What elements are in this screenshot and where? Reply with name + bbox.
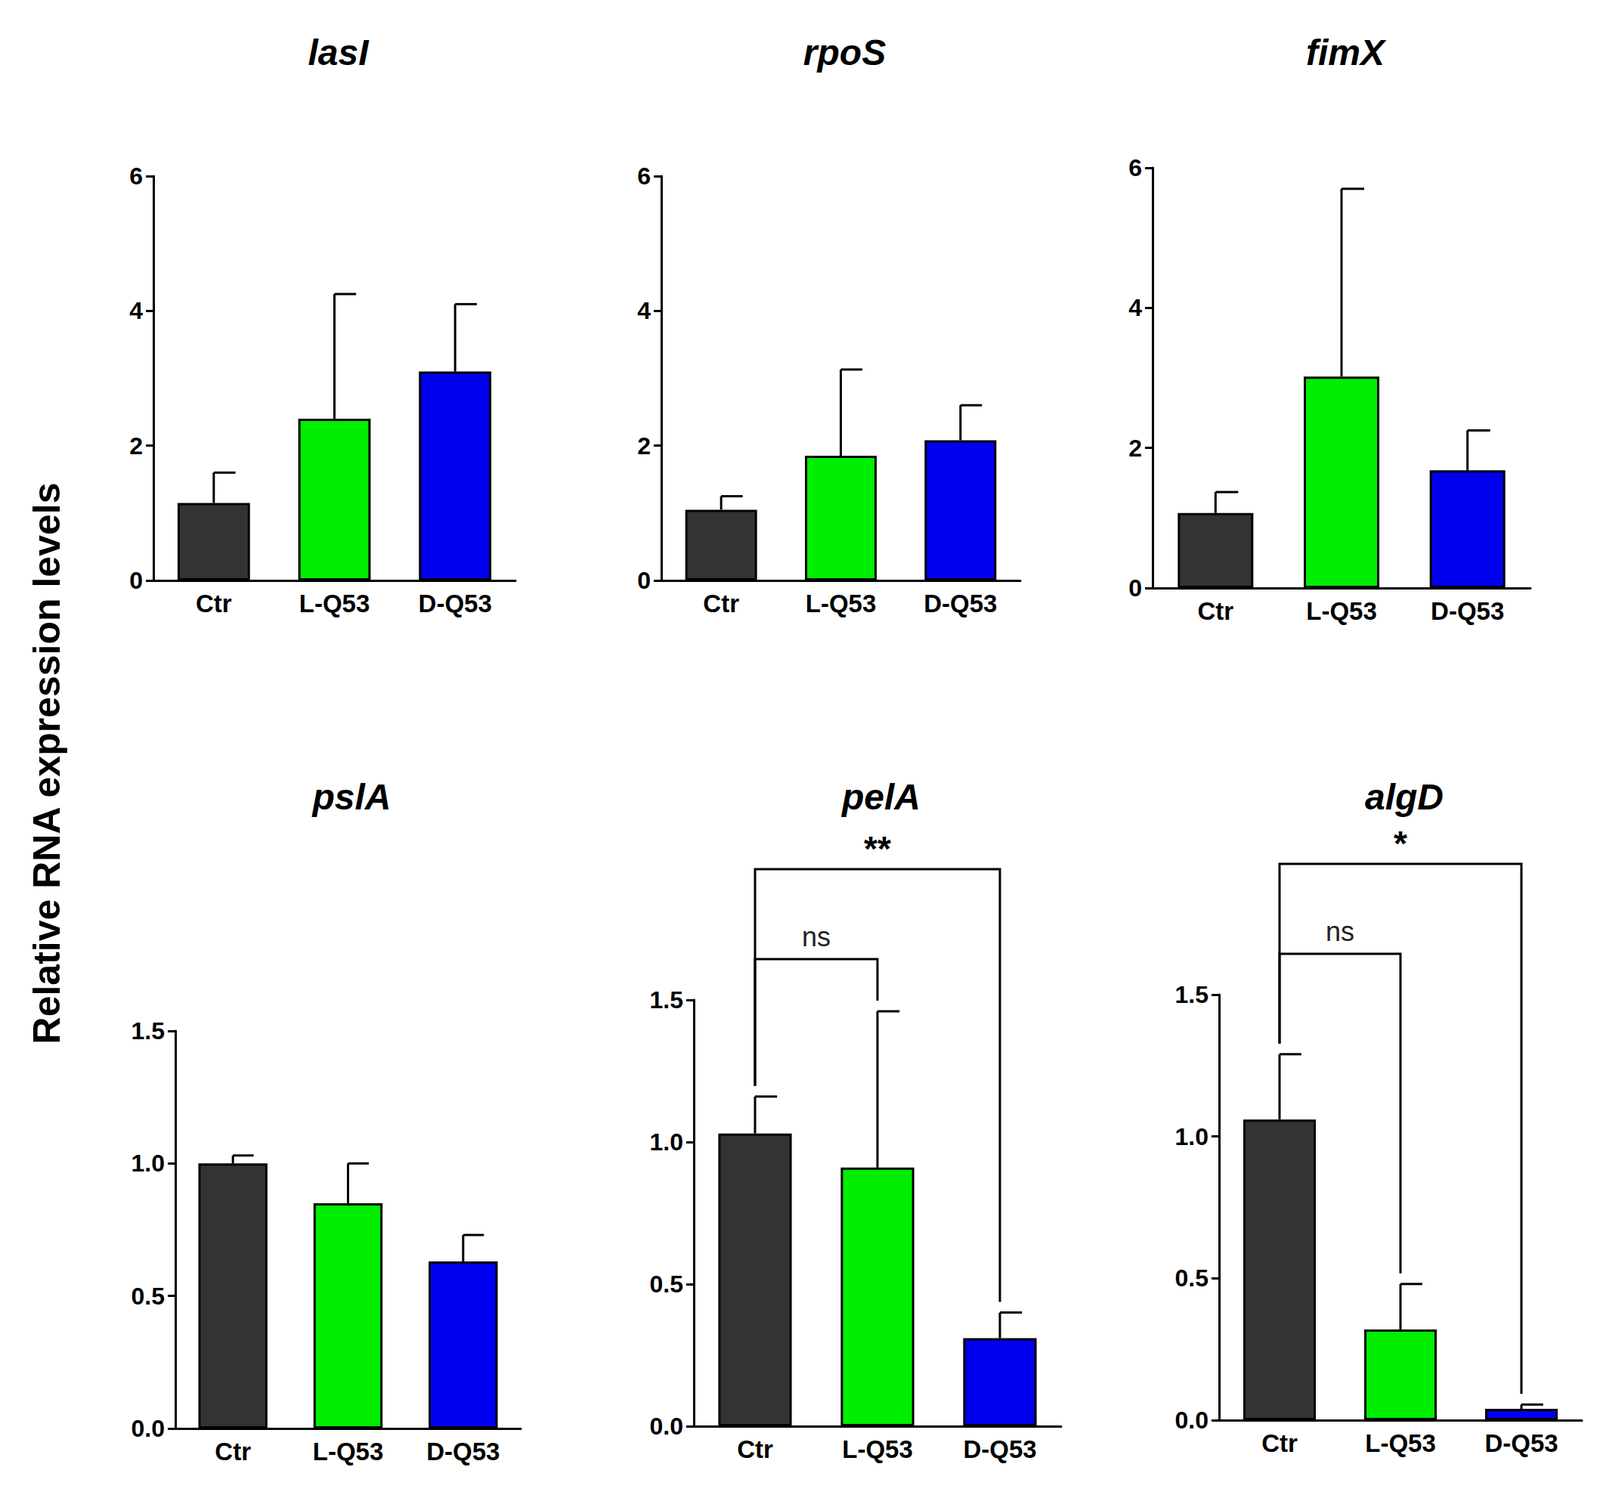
svg-text:**: ** <box>863 829 892 869</box>
svg-text:D-Q53: D-Q53 <box>1484 1429 1558 1458</box>
svg-text:rpoS: rpoS <box>803 32 886 73</box>
svg-text:0.0: 0.0 <box>1175 1406 1209 1434</box>
svg-text:0.5: 0.5 <box>649 1270 684 1298</box>
svg-text:Ctr: Ctr <box>736 1435 774 1464</box>
svg-text:1.0: 1.0 <box>649 1128 684 1156</box>
svg-text:2: 2 <box>129 432 143 460</box>
svg-text:*: * <box>1393 823 1408 864</box>
svg-text:1.0: 1.0 <box>1175 1123 1209 1151</box>
svg-text:0.0: 0.0 <box>131 1414 165 1443</box>
svg-text:6: 6 <box>637 162 651 190</box>
svg-text:D-Q53: D-Q53 <box>1430 597 1505 626</box>
svg-text:Ctr: Ctr <box>702 589 740 618</box>
svg-text:0.0: 0.0 <box>649 1412 684 1440</box>
svg-text:D-Q53: D-Q53 <box>962 1435 1037 1464</box>
svg-text:L-Q53: L-Q53 <box>1364 1429 1436 1458</box>
svg-text:Ctr: Ctr <box>1261 1429 1298 1458</box>
svg-text:fimX: fimX <box>1305 32 1387 73</box>
svg-text:Relative RNA expression levels: Relative RNA expression levels <box>25 482 69 1045</box>
svg-text:0.5: 0.5 <box>1175 1264 1209 1292</box>
svg-text:L-Q53: L-Q53 <box>299 589 371 618</box>
svg-text:0: 0 <box>1128 574 1142 602</box>
svg-text:0: 0 <box>637 566 651 595</box>
svg-text:2: 2 <box>637 432 651 460</box>
svg-text:Ctr: Ctr <box>214 1437 251 1466</box>
svg-text:4: 4 <box>129 297 143 325</box>
svg-text:ns: ns <box>1325 916 1355 948</box>
svg-text:0: 0 <box>129 566 143 595</box>
svg-text:L-Q53: L-Q53 <box>841 1435 913 1464</box>
svg-text:4: 4 <box>637 297 651 325</box>
svg-text:2: 2 <box>1128 434 1142 462</box>
svg-text:D-Q53: D-Q53 <box>418 589 493 618</box>
svg-text:1.5: 1.5 <box>649 986 684 1014</box>
svg-text:6: 6 <box>129 162 143 190</box>
svg-text:Ctr: Ctr <box>1197 597 1234 626</box>
svg-text:0.5: 0.5 <box>131 1282 165 1310</box>
svg-text:4: 4 <box>1128 294 1142 322</box>
svg-text:ns: ns <box>801 921 831 953</box>
svg-text:1.5: 1.5 <box>1175 981 1209 1009</box>
svg-text:Ctr: Ctr <box>195 589 233 618</box>
svg-text:D-Q53: D-Q53 <box>426 1437 500 1466</box>
svg-text:L-Q53: L-Q53 <box>805 589 877 618</box>
svg-text:6: 6 <box>1128 154 1142 182</box>
svg-text:L-Q53: L-Q53 <box>312 1437 384 1466</box>
svg-text:1.5: 1.5 <box>131 1017 165 1045</box>
svg-text:pslA: pslA <box>310 776 391 818</box>
svg-text:lasI: lasI <box>307 32 370 73</box>
svg-text:pelA: pelA <box>840 776 921 818</box>
svg-text:algD: algD <box>1364 776 1444 818</box>
svg-text:D-Q53: D-Q53 <box>923 589 997 618</box>
svg-text:1.0: 1.0 <box>131 1149 165 1177</box>
svg-text:L-Q53: L-Q53 <box>1305 597 1378 626</box>
